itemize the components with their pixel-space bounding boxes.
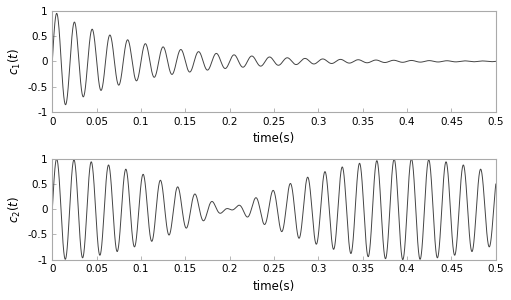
Y-axis label: $c_1(t)$: $c_1(t)$ [7, 48, 23, 75]
X-axis label: time(s): time(s) [253, 132, 295, 145]
Y-axis label: $c_2(t)$: $c_2(t)$ [7, 196, 23, 223]
X-axis label: time(s): time(s) [253, 280, 295, 293]
